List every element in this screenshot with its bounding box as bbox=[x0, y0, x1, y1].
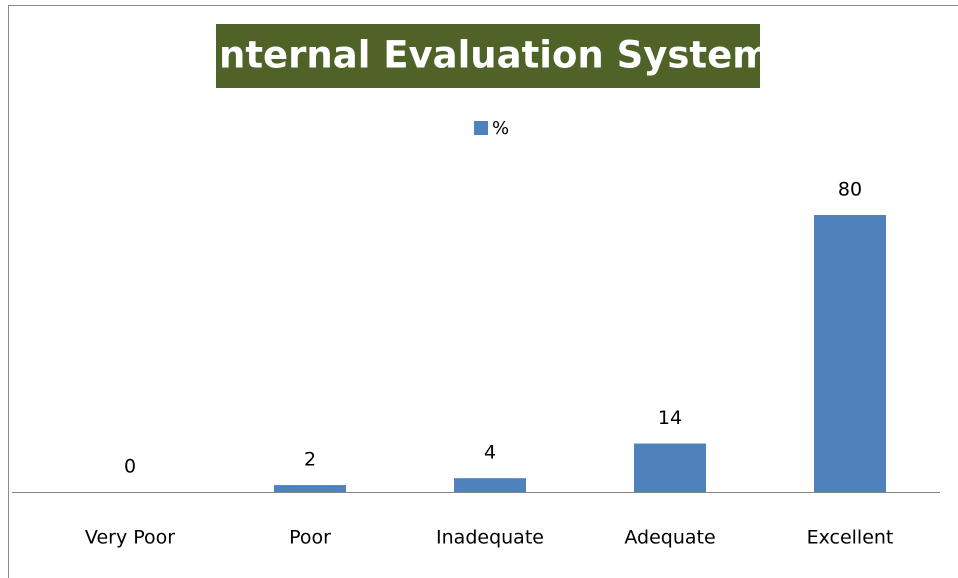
x-tick-label: Adequate bbox=[624, 527, 715, 549]
x-tick-label: Inadequate bbox=[436, 527, 544, 549]
data-label: 0 bbox=[124, 456, 136, 478]
data-label: 4 bbox=[484, 442, 496, 464]
x-tick-label: Excellent bbox=[807, 527, 894, 549]
bar bbox=[814, 215, 886, 492]
legend-label: % bbox=[492, 118, 509, 139]
legend-swatch bbox=[474, 121, 488, 135]
x-tick-label: Poor bbox=[289, 527, 331, 549]
bar bbox=[274, 485, 346, 492]
bar bbox=[454, 478, 526, 492]
title-box bbox=[216, 24, 760, 88]
bar bbox=[634, 443, 706, 492]
chart-title: Internal Evaluation System bbox=[205, 34, 771, 77]
data-label: 80 bbox=[838, 179, 862, 201]
data-label: 14 bbox=[658, 407, 682, 429]
data-label: 2 bbox=[304, 449, 316, 471]
x-tick-label: Very Poor bbox=[85, 527, 175, 549]
